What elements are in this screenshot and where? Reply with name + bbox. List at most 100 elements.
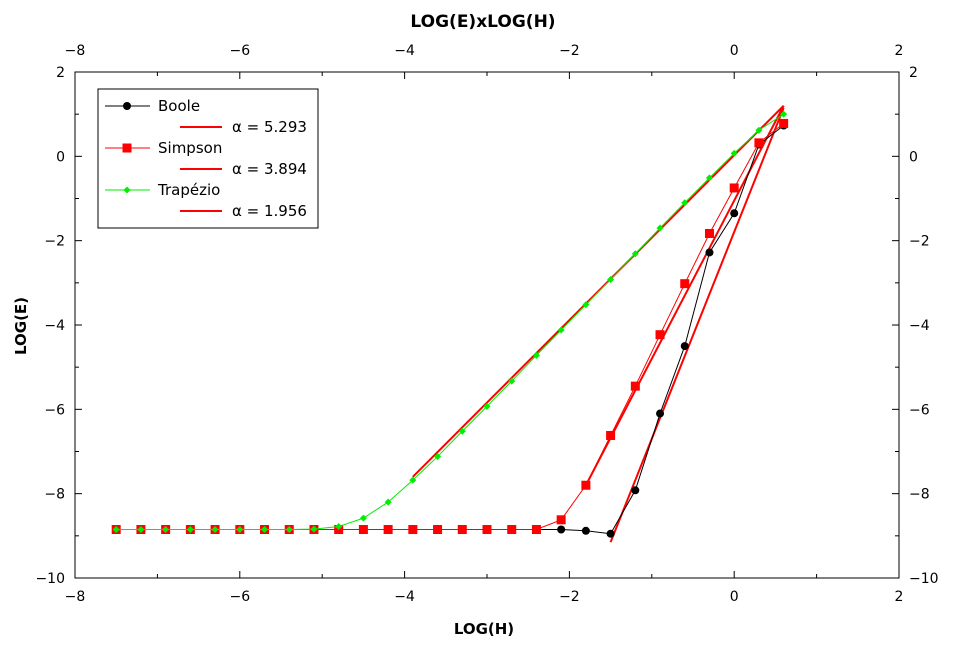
series-layer — [111, 110, 789, 538]
data-point — [359, 514, 367, 522]
data-point — [556, 515, 566, 525]
data-point — [508, 377, 516, 385]
data-point — [507, 525, 517, 535]
data-point — [285, 526, 293, 534]
data-point — [705, 174, 713, 182]
x-tick-label-top: −2 — [559, 43, 580, 59]
data-point — [754, 138, 764, 148]
legend: Boole α = 5.293 Simpson α = 3.894 Trapézio α … — [97, 88, 319, 229]
data-point — [680, 342, 689, 351]
legend-entries: Boole α = 5.293 Simpson α = 3.894 Trapézio α … — [105, 97, 307, 220]
legend-fit-label: α = 5.293 — [232, 118, 307, 136]
data-point — [581, 526, 590, 535]
data-point — [310, 525, 318, 533]
fit-line — [584, 105, 785, 486]
x-tick-label-bottom: −2 — [559, 589, 580, 605]
data-point — [606, 529, 615, 538]
data-point — [680, 279, 690, 289]
legend-box — [97, 88, 319, 229]
y-tick-label-right: −6 — [909, 402, 930, 418]
legend-series-marker — [123, 186, 131, 194]
y-tick-label-right: 2 — [909, 65, 918, 81]
data-point — [729, 183, 739, 193]
data-point — [607, 275, 615, 283]
data-point — [755, 126, 763, 134]
x-tick-label-bottom: −6 — [229, 589, 250, 605]
legend-fit-label: α = 1.956 — [232, 202, 307, 220]
x-tick-label-top: −4 — [394, 43, 415, 59]
y-tick-label-left: −4 — [44, 318, 65, 334]
data-point — [656, 224, 664, 232]
data-point — [581, 480, 591, 490]
data-point — [532, 351, 540, 359]
data-point — [656, 409, 665, 418]
x-tick-label-bottom: 0 — [730, 589, 739, 605]
data-point — [483, 402, 491, 410]
fit-line — [412, 105, 785, 478]
y-tick-label-right: −10 — [909, 571, 939, 587]
y-tick-label-right: −4 — [909, 318, 930, 334]
data-point — [408, 525, 418, 535]
x-tick-label-top: 2 — [895, 43, 904, 59]
plot-frame — [74, 71, 900, 579]
data-point — [631, 486, 640, 495]
legend-series-marker — [122, 143, 132, 153]
y-tick-label-right: −8 — [909, 487, 930, 503]
x-tick-label-top: 0 — [730, 43, 739, 59]
data-point — [582, 301, 590, 309]
y-tick-label-left: −6 — [44, 402, 65, 418]
fit-line — [609, 107, 785, 543]
data-point — [730, 209, 739, 218]
y-tick-label-left: −10 — [35, 571, 65, 587]
data-point — [457, 525, 467, 535]
chart-title: LOG(E)xLOG(H) — [410, 12, 555, 32]
data-point — [606, 430, 616, 440]
legend-series-name: Simpson — [158, 139, 222, 157]
data-point — [630, 381, 640, 391]
legend-series-name: Boole — [158, 97, 200, 115]
y-tick-label-right: 0 — [909, 149, 918, 165]
x-tick-label-top: −8 — [65, 43, 86, 59]
data-point — [482, 525, 492, 535]
fits-layer — [412, 105, 785, 543]
data-point — [681, 199, 689, 207]
data-point — [236, 526, 244, 534]
y-axis-title: LOG(E) — [12, 297, 30, 355]
data-point — [261, 526, 269, 534]
y-tick-label-left: −8 — [44, 487, 65, 503]
data-point — [383, 525, 393, 535]
data-point — [779, 118, 789, 128]
x-tick-label-bottom: −8 — [65, 589, 86, 605]
y-tick-label-left: 0 — [56, 149, 65, 165]
y-tick-label-right: −2 — [909, 234, 930, 250]
data-point — [384, 498, 392, 506]
data-point — [409, 476, 417, 484]
data-point — [335, 523, 343, 531]
data-point — [631, 250, 639, 258]
data-point — [705, 248, 714, 257]
y-tick-label-left: −2 — [44, 234, 65, 250]
data-point — [557, 326, 565, 334]
x-axis-title: LOG(H) — [454, 620, 514, 638]
y-tick-label-left: 2 — [56, 65, 65, 81]
data-point — [186, 526, 194, 534]
data-point — [211, 526, 219, 534]
data-point — [730, 149, 738, 157]
data-point — [434, 453, 442, 461]
data-point — [358, 525, 368, 535]
data-point — [112, 526, 120, 534]
data-point — [162, 526, 170, 534]
x-tick-label-top: −6 — [229, 43, 250, 59]
legend-series-name: Trapézio — [157, 181, 220, 199]
data-point — [704, 228, 714, 238]
x-tick-label-bottom: 2 — [895, 589, 904, 605]
data-point — [458, 427, 466, 435]
data-point — [531, 525, 541, 535]
data-point — [655, 330, 665, 340]
data-point — [433, 525, 443, 535]
data-point — [557, 525, 566, 534]
x-tick-label-bottom: −4 — [394, 589, 415, 605]
series-line — [116, 113, 784, 531]
